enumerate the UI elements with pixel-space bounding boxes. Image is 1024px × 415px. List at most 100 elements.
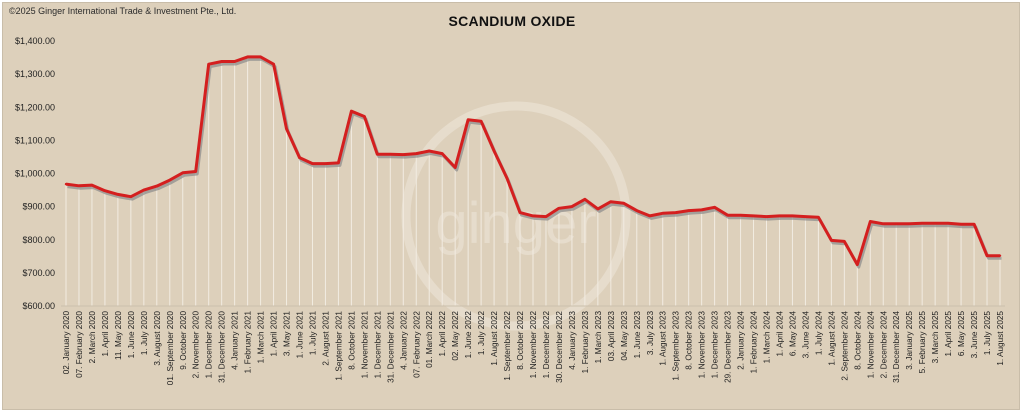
x-tick-label: 1. December 2021 <box>373 311 382 379</box>
data-point <box>596 207 600 211</box>
data-point <box>752 214 755 218</box>
drop-lines <box>61 56 1005 307</box>
x-tick-label: 1. November 2022 <box>529 311 538 379</box>
data-point <box>674 211 677 214</box>
x-tick-label: 30. December 2022 <box>555 311 564 383</box>
x-tick-label: 1. August 2022 <box>490 311 499 366</box>
data-point <box>376 153 379 156</box>
x-tick-label: 4. January 2022 <box>399 311 408 370</box>
x-tick-label: 1. July 2025 <box>983 311 992 356</box>
x-tick-label: 29. December 2023 <box>724 311 733 383</box>
x-tick-label: 1. June 2022 <box>464 311 473 359</box>
y-tick-label: $700.00 <box>22 268 55 278</box>
y-tick-label: $1,400.00 <box>15 36 55 46</box>
data-point <box>985 254 989 257</box>
x-tick-label: 31. December 2020 <box>218 311 227 383</box>
x-tick-label: 01. March 2022 <box>425 311 434 368</box>
data-point <box>337 161 340 165</box>
data-point <box>129 195 133 198</box>
y-tick-label: $1,200.00 <box>15 102 55 112</box>
x-tick-label: 01. September 2020 <box>166 311 175 386</box>
x-tick-label: 1. April 2025 <box>944 311 953 357</box>
x-tick-label: 03. April 2023 <box>607 311 616 362</box>
data-point <box>531 214 535 218</box>
data-point <box>155 184 159 188</box>
x-tick-label: 02. January 2020 <box>62 311 71 375</box>
x-tick-label: 1. September 2023 <box>672 311 681 381</box>
data-point <box>998 254 1002 257</box>
data-point <box>726 214 729 217</box>
x-tick-label: 2. December 2024 <box>879 311 888 379</box>
data-point <box>869 220 872 223</box>
data-point <box>804 215 807 218</box>
data-point <box>557 207 561 210</box>
x-tick-label: 31. December 2021 <box>386 311 395 383</box>
data-point <box>959 222 963 226</box>
x-tick-label: 3. March 2025 <box>931 311 940 364</box>
x-tick-label: 07. February 2020 <box>75 311 84 378</box>
x-tick-label: 1. March 2023 <box>594 311 603 364</box>
x-tick-label: 1. February 2021 <box>244 311 253 374</box>
data-point <box>402 153 405 156</box>
x-tick-label: 11. May 2020 <box>114 311 123 360</box>
y-tick-label: $1,000.00 <box>15 169 55 179</box>
data-points <box>64 55 1002 266</box>
x-tick-label: 8. October 2022 <box>516 311 525 370</box>
data-point <box>791 214 794 218</box>
x-tick-label: 1. April 2022 <box>438 311 447 357</box>
data-point <box>920 221 924 225</box>
data-point <box>544 215 548 218</box>
x-tick-label: 3. July 2023 <box>646 311 655 356</box>
x-tick-label: 6. May 2024 <box>788 311 797 357</box>
y-tick-label: $900.00 <box>22 202 55 212</box>
data-point <box>363 115 366 118</box>
y-tick-label: $1,300.00 <box>15 69 55 79</box>
data-point <box>700 208 703 212</box>
x-tick-label: 1. December 2022 <box>542 311 551 379</box>
x-tick-label: 2. November 2020 <box>192 311 201 379</box>
x-tick-label: 1. July 2024 <box>814 311 823 356</box>
x-tick-label: 3. June 2024 <box>801 311 810 359</box>
y-tick-label: $1,100.00 <box>15 135 55 145</box>
x-tick-label: 31. December 2024 <box>892 311 901 383</box>
data-point <box>907 222 911 226</box>
x-tick-label: 2. March 2020 <box>88 311 97 364</box>
data-point <box>90 183 94 187</box>
x-tick-label: 1. November 2024 <box>866 311 875 379</box>
x-tick-label: 3. August 2020 <box>153 311 162 366</box>
data-point <box>972 222 976 226</box>
data-point <box>220 60 223 63</box>
data-point <box>609 200 613 203</box>
data-point <box>272 62 275 66</box>
data-point <box>207 62 210 66</box>
data-point <box>259 55 262 59</box>
x-tick-label: 1. August 2025 <box>996 311 1005 366</box>
data-point <box>168 178 171 182</box>
data-point <box>311 162 314 165</box>
data-point <box>466 118 470 122</box>
chart-title: SCANDIUM OXIDE <box>448 13 576 29</box>
data-point <box>882 222 885 226</box>
x-tick-label: 8. October 2021 <box>347 311 356 370</box>
x-tick-label: 1. March 2021 <box>257 311 266 364</box>
data-point <box>622 202 626 205</box>
line-chart: ginger $600.00 $700.00 $800.00 $900.00 $1,00… <box>15 36 1005 386</box>
data-point <box>830 239 833 242</box>
chart-frame: ©2025 Ginger International Trade & Inves… <box>2 2 1020 410</box>
data-point <box>479 119 483 123</box>
data-point <box>843 240 846 243</box>
x-tick-label: 1. August 2024 <box>827 311 836 366</box>
data-point <box>570 205 574 208</box>
data-point <box>583 198 587 201</box>
data-point <box>505 177 509 180</box>
data-point <box>298 156 301 159</box>
data-point <box>661 212 664 215</box>
data-point <box>440 152 444 155</box>
x-tick-label: 1. February 2023 <box>581 311 590 374</box>
data-point <box>817 216 820 219</box>
x-tick-label: 3. May 2021 <box>283 311 292 357</box>
x-tick-label: 1. February 2024 <box>750 311 759 374</box>
x-tick-label: 3. January 2025 <box>905 311 914 370</box>
data-point <box>648 214 651 218</box>
data-point <box>453 166 457 169</box>
